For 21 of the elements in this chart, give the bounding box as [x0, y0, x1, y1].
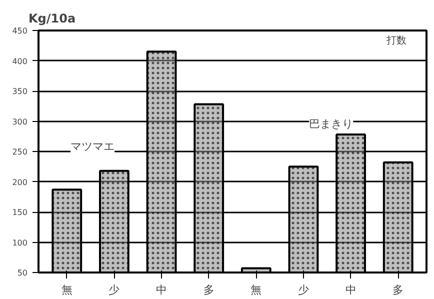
x-tick-label: 少 [108, 284, 120, 296]
series-label: 巴まきり [309, 118, 354, 131]
y-tick-label: 450 [12, 26, 28, 36]
x-tick-label: 多 [203, 284, 214, 296]
x-tick-label: 少 [298, 284, 309, 296]
x-tick-label: 中 [156, 284, 168, 296]
x-tick-label: 無 [61, 284, 72, 296]
y-tick-label: 100 [12, 238, 28, 248]
y-tick-label: 250 [12, 148, 28, 156]
y-tick-label: 300 [12, 117, 28, 126]
x-tick-label: 無 [250, 284, 262, 296]
series-label: マツマエ [70, 140, 115, 153]
annotation: 打数 [386, 34, 406, 46]
x-tick-label: 中 [345, 284, 356, 296]
y-tick-label: 350 [12, 87, 28, 96]
y-tick-label: 150 [12, 208, 28, 217]
y-tick-label: 200 [12, 178, 28, 187]
x-tick-label: 多 [392, 284, 404, 296]
y-tick-label: 50 [17, 268, 28, 278]
y-tick-label: 400 [12, 56, 28, 66]
y-axis-title: Kg/10a [28, 12, 76, 26]
